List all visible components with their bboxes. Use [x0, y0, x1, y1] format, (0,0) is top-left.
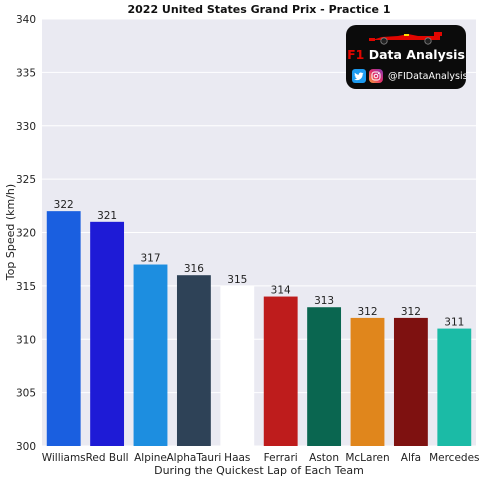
y-axis-title: Top Speed (km/h) [4, 184, 17, 281]
x-tick-label: Ferrari [264, 452, 298, 464]
bar-haas [220, 285, 255, 446]
y-tick-label: 340 [16, 14, 36, 26]
x-tick-label: Alfa [401, 452, 421, 464]
y-axis-ticks: 300 305 310 315 320 325 330 335 340 [16, 14, 36, 453]
bar-alpine [133, 264, 168, 446]
bar-value-label: 315 [227, 274, 247, 286]
bar-value-label: 314 [271, 285, 291, 297]
x-tick-label: Haas [224, 452, 250, 464]
x-tick-label: Mercedes [429, 452, 479, 464]
badge-handle: @FIDataAnalysis [388, 70, 466, 82]
bar-alphatauri [176, 275, 211, 446]
instagram-icon [369, 69, 383, 83]
bar-mclaren [350, 317, 385, 446]
chart-title: 2022 United States Grand Prix - Practice… [127, 3, 390, 16]
x-tick-label: McLaren [345, 452, 389, 464]
x-tick-label: AlphaTauri [166, 452, 221, 464]
bar-williams [46, 211, 81, 446]
bar-aston [307, 307, 342, 446]
y-tick-label: 315 [16, 281, 36, 293]
x-axis-ticks: Williams Red Bull Alpine AlphaTauri Haas Ferr… [42, 452, 480, 464]
badge-social: @FIDataAnalysis [352, 68, 466, 84]
y-tick-label: 300 [16, 441, 36, 453]
bar-value-label: 316 [184, 263, 204, 275]
bar-value-label: 313 [314, 295, 334, 307]
bar-mercedes [437, 328, 472, 446]
x-tick-label: Williams [42, 452, 86, 464]
twitter-icon [352, 69, 366, 83]
bar-value-label: 322 [54, 199, 74, 211]
bar-labels: 322 321 317 316 315 314 313 312 312 311 [54, 199, 465, 328]
y-tick-label: 305 [16, 388, 36, 400]
y-tick-label: 310 [16, 334, 36, 346]
bar-ferrari [263, 296, 298, 446]
bar-value-label: 321 [97, 210, 117, 222]
x-tick-label: Red Bull [86, 452, 129, 464]
f1-car-icon [369, 32, 442, 45]
bar-value-label: 317 [140, 253, 160, 265]
badge-brand-f1: F1 [347, 47, 365, 62]
f1-data-analysis-badge: F1 Data Analysis @FIDataAnalysis [346, 25, 466, 89]
y-tick-label: 320 [16, 228, 36, 240]
bar-value-label: 312 [401, 306, 421, 318]
y-tick-label: 330 [16, 121, 36, 133]
y-tick-label: 335 [16, 67, 36, 79]
x-tick-label: Aston [309, 452, 339, 464]
y-tick-label: 325 [16, 174, 36, 186]
bar-alfa [393, 317, 428, 446]
x-tick-label: Alpine [134, 452, 167, 464]
x-axis-title: During the Quickest Lap of Each Team [154, 464, 364, 477]
bar-value-label: 311 [444, 317, 464, 329]
bar-value-label: 312 [357, 306, 377, 318]
badge-brand-text: Data Analysis [368, 47, 465, 62]
badge-brand: F1 Data Analysis [346, 47, 466, 62]
bar-red-bull [90, 221, 125, 446]
bars [46, 211, 472, 446]
